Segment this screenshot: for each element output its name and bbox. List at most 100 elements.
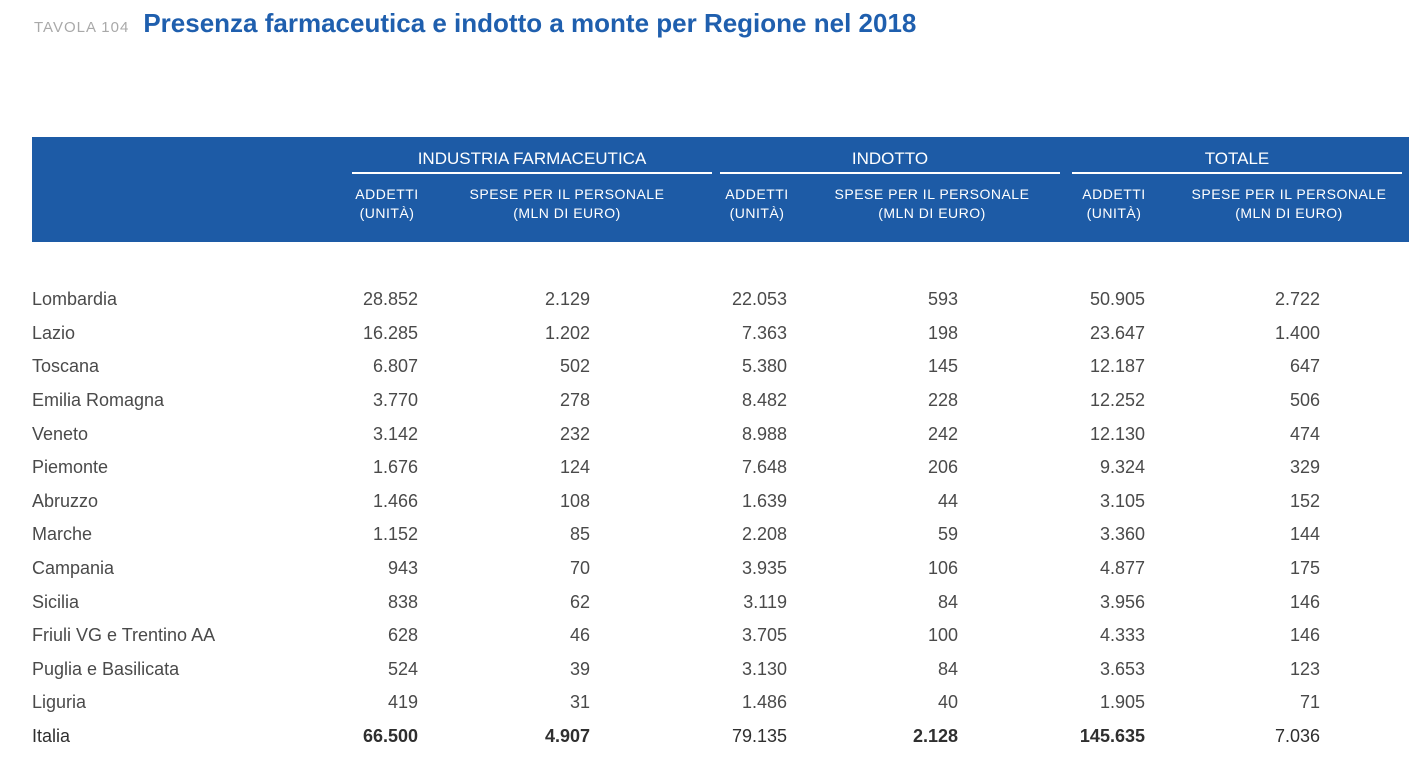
cell-spese-industria: 4.907: [544, 726, 590, 747]
group-label-totale: TOTALE: [1204, 149, 1270, 168]
table-row: Veneto 3.142 232 8.988 242 12.130 474: [32, 417, 1409, 451]
cell-region: Marche: [32, 524, 93, 545]
cell-addetti-industria: 1.676: [372, 457, 418, 478]
cell-spese-indotto: 228: [927, 390, 958, 411]
cell-spese-industria: 278: [559, 390, 590, 411]
cell-addetti-totale: 4.333: [1099, 625, 1145, 646]
table-number: TAVOLA 104: [34, 19, 130, 36]
cell-addetti-industria: 419: [387, 692, 418, 713]
cell-spese-totale: 71: [1299, 692, 1320, 713]
cell-addetti-totale: 50.905: [1089, 289, 1145, 310]
cell-addetti-totale: 145.635: [1079, 726, 1145, 747]
table-row: Marche 1.152 85 2.208 59 3.360 144: [32, 518, 1409, 552]
cell-addetti-totale: 3.653: [1099, 658, 1145, 679]
cell-spese-industria: 502: [559, 356, 590, 377]
cell-addetti-industria: 838: [387, 591, 418, 612]
cell-spese-totale: 144: [1289, 524, 1320, 545]
cell-addetti-indotto: 2.208: [741, 524, 787, 545]
table-body: Lombardia 28.852 2.129 22.053 593 50.905 2.722…: [32, 283, 1409, 753]
cell-padding: [1320, 317, 1409, 351]
cell-addetti-indotto: 3.130: [741, 658, 787, 679]
cell-spese-industria: 70: [569, 558, 590, 579]
cell-region: Italia: [32, 726, 71, 747]
cell-spese-indotto: 44: [937, 490, 958, 511]
cell-region: Toscana: [32, 356, 100, 377]
cell-padding: [1320, 653, 1409, 687]
col-header-addetti-industria: ADDETTI (UNITÀ): [355, 186, 419, 221]
cell-spese-industria: 62: [569, 591, 590, 612]
cell-padding: [1320, 384, 1409, 418]
cell-addetti-totale: 3.105: [1099, 490, 1145, 511]
table-row: Piemonte 1.676 124 7.648 206 9.324 329: [32, 451, 1409, 485]
cell-spese-totale: 2.722: [1274, 289, 1320, 310]
cell-addetti-industria: 66.500: [362, 726, 418, 747]
table-row: Emilia Romagna 3.770 278 8.482 228 12.252 506: [32, 384, 1409, 418]
table-row: Puglia e Basilicata 524 39 3.130 84 3.653 123: [32, 653, 1409, 687]
cell-addetti-industria: 28.852: [362, 289, 418, 310]
cell-spese-industria: 232: [559, 423, 590, 444]
cell-spese-indotto: 84: [937, 591, 958, 612]
cell-addetti-totale: 9.324: [1099, 457, 1145, 478]
cell-padding: [1320, 619, 1409, 653]
col-header-spese-totale: SPESE PER IL PERSONALE (MLN DI EURO): [1191, 186, 1387, 221]
cell-spese-industria: 46: [569, 625, 590, 646]
cell-addetti-totale: 12.130: [1089, 423, 1145, 444]
cell-spese-indotto: 198: [927, 322, 958, 343]
cell-region: Puglia e Basilicata: [32, 658, 180, 679]
cell-spese-indotto: 59: [937, 524, 958, 545]
cell-addetti-indotto: 1.486: [741, 692, 787, 713]
group-underline: [352, 172, 712, 174]
cell-spese-totale: 506: [1289, 390, 1320, 411]
cell-addetti-indotto: 3.119: [743, 591, 787, 612]
cell-addetti-industria: 1.466: [372, 490, 418, 511]
cell-region: Abruzzo: [32, 490, 99, 511]
table-row: Lazio 16.285 1.202 7.363 198 23.647 1.400: [32, 317, 1409, 351]
cell-spese-indotto: 145: [927, 356, 958, 377]
col-header-addetti-indotto: ADDETTI (UNITÀ): [725, 186, 789, 221]
table-row: Friuli VG e Trentino AA 628 46 3.705 100 4.33…: [32, 619, 1409, 653]
cell-padding: [1320, 451, 1409, 485]
col-header-spese-indotto: SPESE PER IL PERSONALE (MLN DI EURO): [834, 186, 1030, 221]
cell-region: Piemonte: [32, 457, 109, 478]
table-row: Sicilia 838 62 3.119 84 3.956 146: [32, 585, 1409, 619]
group-indotto: INDOTTO: [720, 149, 1060, 174]
cell-spese-industria: 1.202: [544, 322, 590, 343]
cell-addetti-industria: 3.142: [372, 423, 418, 444]
cell-padding: [1320, 518, 1409, 552]
cell-region: Friuli VG e Trentino AA: [32, 625, 216, 646]
table-row: Abruzzo 1.466 108 1.639 44 3.105 152: [32, 485, 1409, 519]
cell-spese-totale: 123: [1289, 658, 1320, 679]
cell-addetti-industria: 1.152: [372, 524, 418, 545]
cell-addetti-totale: 12.252: [1089, 390, 1145, 411]
group-industria: INDUSTRIA FARMACEUTICA: [352, 149, 712, 174]
cell-spese-totale: 152: [1289, 490, 1320, 511]
cell-spese-indotto: 2.128: [912, 726, 958, 747]
group-totale: TOTALE: [1072, 149, 1402, 174]
title-row: TAVOLA 104 Presenza farmaceutica e indot…: [34, 8, 916, 39]
table-row: Toscana 6.807 502 5.380 145 12.187 647: [32, 350, 1409, 384]
total-row: Italia 66.500 4.907 79.135 2.128 145.635 7.036: [32, 720, 1409, 754]
cell-addetti-indotto: 7.363: [741, 322, 787, 343]
cell-spese-indotto: 40: [937, 692, 958, 713]
cell-addetti-indotto: 79.135: [731, 726, 787, 747]
cell-padding: [1320, 552, 1409, 586]
cell-spese-industria: 31: [569, 692, 590, 713]
cell-addetti-totale: 4.877: [1099, 558, 1145, 579]
table-row: Liguria 419 31 1.486 40 1.905 71: [32, 686, 1409, 720]
cell-spese-totale: 146: [1289, 625, 1320, 646]
cell-addetti-industria: 6.807: [372, 356, 418, 377]
cell-addetti-industria: 524: [387, 658, 418, 679]
cell-addetti-totale: 3.360: [1099, 524, 1145, 545]
cell-spese-indotto: 84: [937, 658, 958, 679]
cell-spese-totale: 329: [1289, 457, 1320, 478]
cell-padding: [1320, 485, 1409, 519]
col-header-spese-industria: SPESE PER IL PERSONALE (MLN DI EURO): [469, 186, 665, 221]
table-header: INDUSTRIA FARMACEUTICA INDOTTO TOTALE AD…: [32, 137, 1409, 242]
cell-spese-industria: 2.129: [544, 289, 590, 310]
cell-spese-industria: 85: [569, 524, 590, 545]
cell-addetti-industria: 628: [387, 625, 418, 646]
cell-region: Liguria: [32, 692, 87, 713]
cell-spese-totale: 7.036: [1274, 726, 1320, 747]
cell-spese-totale: 146: [1289, 591, 1320, 612]
cell-spese-indotto: 100: [927, 625, 958, 646]
